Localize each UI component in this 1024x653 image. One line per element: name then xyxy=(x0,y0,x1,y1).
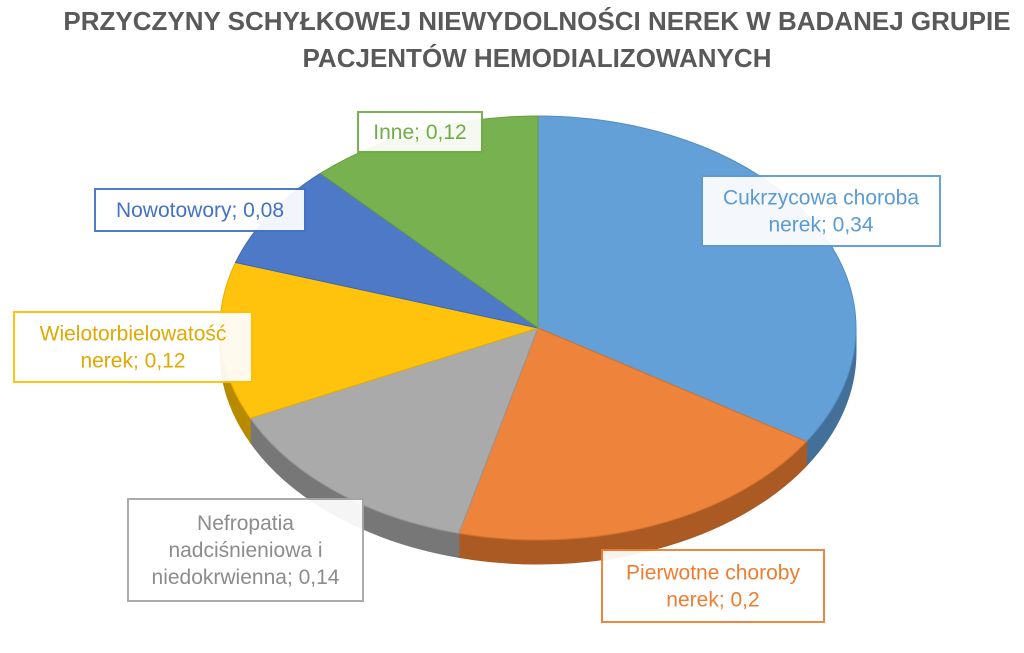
data-label-text: nerek; 0,34 xyxy=(768,214,873,237)
data-label-2: Pierwotne choroby nerek; 0,2 xyxy=(601,549,825,623)
data-label-text: nerek; 0,12 xyxy=(80,350,185,373)
data-label-5: Nowotowory; 0,08 xyxy=(94,188,306,232)
data-label-4: Wielotorbielowatość nerek; 0,12 xyxy=(13,311,253,383)
data-labels: Cukrzycowa choroba nerek; 0,34 Pierwotne c… xyxy=(13,111,941,623)
data-label-box xyxy=(701,175,941,247)
data-label-text: Wielotorbielowatość xyxy=(40,323,227,346)
data-label-box xyxy=(127,498,364,602)
chart-title-line-1: PRZYCZYNY SCHYŁKOWEJ NIEWYDOLNOŚCI NEREK… xyxy=(63,6,1010,36)
data-label-6: Inne; 0,12 xyxy=(357,111,483,153)
data-label-text: Nowotowory; 0,08 xyxy=(116,199,284,222)
data-label-text: Nefropatia xyxy=(197,512,294,535)
data-label-text: niedokrwienna; 0,14 xyxy=(152,566,340,589)
data-label-box xyxy=(13,311,253,383)
chart-title-line-2: PACJENTÓW HEMODIALIZOWANYCH xyxy=(303,43,772,73)
chart-title: PRZYCZYNY SCHYŁKOWEJ NIEWYDOLNOŚCI NEREK… xyxy=(63,6,1010,73)
pie-slice-3 xyxy=(249,327,539,534)
data-label-box xyxy=(601,549,825,623)
pie-slices xyxy=(219,115,857,541)
data-label-1: Cukrzycowa choroba nerek; 0,34 xyxy=(701,175,941,247)
data-label-box xyxy=(357,111,483,153)
data-label-3: Nefropatia nadciśnieniowa i niedokrwienna;… xyxy=(127,498,364,602)
data-label-text: nerek; 0,2 xyxy=(666,589,759,612)
data-label-box xyxy=(94,188,306,232)
data-label-text: Cukrzycowa choroba xyxy=(723,187,919,210)
data-label-text: Pierwotne choroby xyxy=(626,562,800,585)
pie-slice-2 xyxy=(458,327,808,541)
data-label-text: Inne; 0,12 xyxy=(373,121,466,144)
data-label-text: nadciśnieniowa i xyxy=(168,539,322,562)
